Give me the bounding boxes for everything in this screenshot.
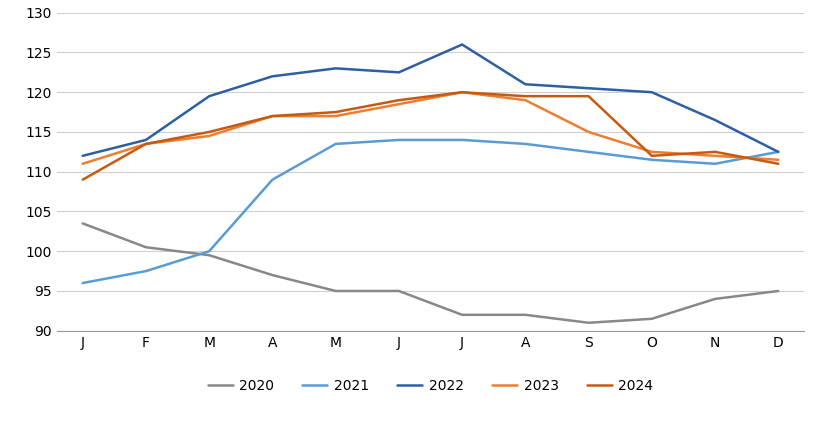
2021: [646, 157, 656, 162]
2022: [709, 117, 719, 123]
2023: [204, 134, 214, 139]
2022: [204, 94, 214, 99]
2023: [709, 153, 719, 159]
2024: [772, 161, 782, 166]
Legend: 2020, 2021, 2022, 2023, 2024: 2020, 2021, 2022, 2023, 2024: [207, 379, 653, 393]
2020: [267, 273, 277, 278]
2024: [267, 114, 277, 119]
2021: [78, 281, 88, 286]
2023: [772, 157, 782, 162]
2024: [646, 153, 656, 159]
2022: [583, 86, 593, 91]
2021: [267, 177, 277, 182]
Line: 2023: 2023: [83, 92, 777, 164]
2024: [520, 94, 530, 99]
2024: [78, 177, 88, 182]
2022: [393, 70, 403, 75]
2023: [646, 149, 656, 154]
2021: [204, 248, 214, 254]
2020: [520, 312, 530, 318]
Line: 2021: 2021: [83, 140, 777, 283]
2022: [78, 153, 88, 159]
2020: [393, 288, 403, 293]
2022: [520, 82, 530, 87]
2022: [141, 137, 151, 142]
2020: [141, 245, 151, 250]
2020: [709, 296, 719, 301]
2021: [709, 161, 719, 166]
2020: [583, 320, 593, 325]
Line: 2022: 2022: [83, 45, 777, 156]
2022: [457, 42, 467, 47]
2020: [78, 221, 88, 226]
2022: [772, 149, 782, 154]
2023: [267, 114, 277, 119]
2023: [520, 98, 530, 103]
2020: [204, 253, 214, 258]
2023: [330, 114, 340, 119]
2023: [583, 129, 593, 134]
2021: [330, 141, 340, 146]
2020: [457, 312, 467, 318]
2021: [457, 137, 467, 142]
2024: [393, 98, 403, 103]
2020: [646, 316, 656, 321]
2024: [141, 141, 151, 146]
2021: [583, 149, 593, 154]
2022: [646, 90, 656, 95]
2021: [393, 137, 403, 142]
2023: [393, 102, 403, 107]
2024: [330, 109, 340, 114]
2024: [204, 129, 214, 134]
2020: [772, 288, 782, 293]
2024: [457, 90, 467, 95]
2024: [583, 94, 593, 99]
2023: [141, 141, 151, 146]
2020: [330, 288, 340, 293]
Line: 2024: 2024: [83, 92, 777, 180]
2021: [141, 268, 151, 273]
Line: 2020: 2020: [83, 223, 777, 323]
2023: [78, 161, 88, 166]
2024: [709, 149, 719, 154]
2021: [520, 141, 530, 146]
2021: [772, 149, 782, 154]
2022: [267, 74, 277, 79]
2023: [457, 90, 467, 95]
2022: [330, 66, 340, 71]
